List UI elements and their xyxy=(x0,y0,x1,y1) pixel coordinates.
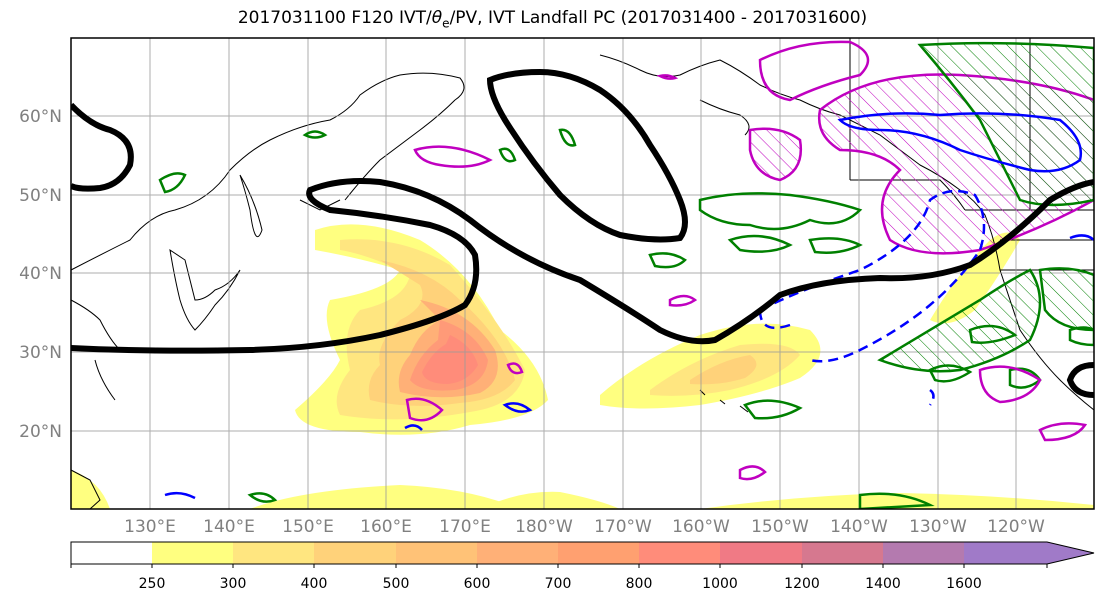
colorbar-tick: 500 xyxy=(383,576,410,592)
lon-label-140e: 140°E xyxy=(203,517,255,537)
green-contours xyxy=(158,128,1094,509)
lon-label-160w: 160°W xyxy=(672,517,730,537)
colorbar-segment xyxy=(233,542,314,564)
colorbar-tick: 1200 xyxy=(784,576,820,592)
hatched-regions xyxy=(748,40,1094,373)
lon-label-120w: 120°W xyxy=(987,517,1045,537)
lat-label-20: 20°N xyxy=(19,422,62,442)
colorbar-extend-arrow xyxy=(1047,542,1094,564)
longitude-labels: 130°E 140°E 150°E 160°E 170°E 180°W 170°… xyxy=(124,517,1045,537)
colorbar-tick: 700 xyxy=(545,576,572,592)
colorbar-tick: 800 xyxy=(626,576,653,592)
colorbar-tick: 1000 xyxy=(702,576,738,592)
colorbar-outline xyxy=(70,541,1095,565)
magenta-contours xyxy=(405,74,1088,481)
colorbar-segment xyxy=(558,542,639,564)
lat-label-40: 40°N xyxy=(19,264,62,284)
colorbar-tick: 300 xyxy=(220,576,247,592)
colorbar-segment xyxy=(720,542,802,564)
lat-label-50: 50°N xyxy=(19,186,62,206)
blue-contours xyxy=(164,112,1094,500)
lat-label-60: 60°N xyxy=(19,107,62,127)
colorbar-tick: 600 xyxy=(464,576,491,592)
plot-title: 2017031100 F120 IVT/θe/PV, IVT Landfall … xyxy=(237,8,868,31)
colorbar-segment xyxy=(639,542,720,564)
colorbar-segment xyxy=(964,542,1047,564)
lon-label-130w: 130°W xyxy=(909,517,967,537)
ivt-shading xyxy=(71,224,1094,509)
lon-label-150w: 150°W xyxy=(751,517,809,537)
lon-label-160e: 160°E xyxy=(360,517,412,537)
map-frame xyxy=(70,37,1095,510)
colorbar-segment xyxy=(314,542,396,564)
colorbar-segment xyxy=(802,542,883,564)
colorbar-segment xyxy=(396,542,477,564)
colorbar-tick: 400 xyxy=(301,576,328,592)
lon-label-150e: 150°E xyxy=(282,517,334,537)
latitude-labels: 20°N 30°N 40°N 50°N 60°N xyxy=(19,107,62,442)
colorbar-tick: 250 xyxy=(139,576,166,592)
colorbar-tick: 1400 xyxy=(865,576,901,592)
lon-label-170w: 170°W xyxy=(594,517,652,537)
lon-label-130e: 130°E xyxy=(124,517,176,537)
pv-contour xyxy=(71,68,1094,398)
colorbar-segment xyxy=(152,542,233,564)
lat-label-30: 30°N xyxy=(19,343,62,363)
lon-label-140w: 140°W xyxy=(830,517,888,537)
lon-label-180w: 180°W xyxy=(515,517,573,537)
lon-label-170e: 170°E xyxy=(439,517,491,537)
colorbar-segment xyxy=(477,542,558,564)
colorbar: 250 300 400 500 600 700 800 1000 1200 14… xyxy=(70,541,1095,592)
colorbar-segment-below xyxy=(71,542,152,564)
colorbar-tick: 1600 xyxy=(946,576,982,592)
colorbar-segment xyxy=(883,542,964,564)
